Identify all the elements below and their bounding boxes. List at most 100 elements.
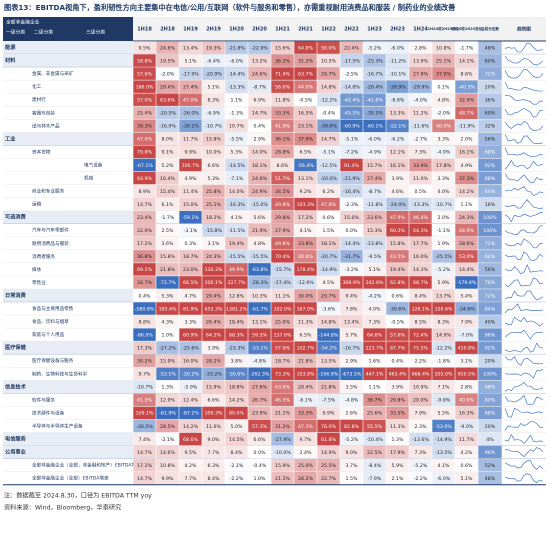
cell-value: 4.5% bbox=[323, 280, 335, 286]
cell-value: 14.4% bbox=[459, 267, 474, 273]
heat-cell bbox=[409, 93, 432, 106]
cell-value: 6.5% bbox=[300, 332, 312, 338]
cell-value: 10.7% bbox=[229, 124, 244, 130]
cell-value: 8.9% bbox=[139, 189, 151, 195]
cell-value: 5.3% bbox=[231, 150, 243, 156]
heat-cell bbox=[340, 341, 363, 354]
sparkline bbox=[504, 460, 544, 471]
percentile-cell bbox=[478, 315, 502, 328]
cell-value: 23.9% bbox=[252, 411, 267, 417]
heat-cell bbox=[202, 432, 225, 446]
heat-cell bbox=[294, 276, 317, 289]
cell-value: 23.0% bbox=[183, 267, 198, 273]
percentile-value: 32% bbox=[485, 124, 496, 130]
cell-value: 75.5% bbox=[413, 345, 428, 351]
heat-cell bbox=[179, 458, 202, 472]
heat-cell bbox=[202, 354, 225, 367]
cell-value: 49.8% bbox=[275, 241, 290, 247]
sparkline bbox=[504, 186, 544, 197]
heat-cell bbox=[317, 224, 340, 237]
cell-value: 109.3% bbox=[205, 411, 223, 417]
heat-cell bbox=[386, 250, 409, 263]
row-label: 医疗保健 bbox=[5, 343, 27, 351]
heat-cell bbox=[432, 289, 455, 302]
heat-cell bbox=[455, 171, 478, 185]
heat-cell bbox=[340, 119, 363, 133]
cell-value: -9.0% bbox=[460, 424, 474, 430]
heat-cell bbox=[179, 315, 202, 328]
percentile-cell bbox=[478, 197, 502, 211]
heat-cell bbox=[271, 171, 294, 185]
cell-value: 20.4% bbox=[298, 385, 313, 391]
heat-cell bbox=[386, 445, 409, 459]
heat-cell bbox=[455, 197, 478, 211]
sparkline bbox=[504, 238, 544, 249]
cell-value: 5.6% bbox=[254, 215, 266, 221]
heat-cell bbox=[386, 210, 409, 224]
cell-value: -196.8% bbox=[319, 372, 339, 378]
cell-value: -14.9% bbox=[320, 267, 337, 273]
cell-value: 10.3% bbox=[252, 293, 267, 299]
heat-cell bbox=[294, 289, 317, 302]
cell-value: 14.7% bbox=[252, 111, 267, 117]
heat-cell bbox=[432, 302, 455, 315]
heat-cell bbox=[455, 184, 478, 198]
heat-cell bbox=[156, 367, 179, 380]
heat-cell bbox=[317, 132, 340, 146]
percentile-cell bbox=[478, 302, 502, 315]
cell-value: 91.4% bbox=[344, 163, 359, 169]
heat-cell bbox=[386, 145, 409, 159]
heat-cell bbox=[271, 367, 294, 380]
heat-cell bbox=[363, 210, 386, 224]
heat-cell bbox=[409, 210, 432, 224]
cell-value: 70.4% bbox=[275, 254, 290, 260]
heat-cell bbox=[363, 93, 386, 106]
cell-value: 103.8% bbox=[297, 372, 315, 378]
cell-value: 137.6% bbox=[274, 332, 292, 338]
row-label: 可选消费 bbox=[5, 213, 27, 221]
heat-cell bbox=[271, 341, 294, 354]
heat-cell bbox=[363, 250, 386, 263]
heat-cell bbox=[386, 432, 409, 446]
group-band bbox=[3, 132, 133, 146]
heat-cell bbox=[271, 276, 294, 289]
percentile-value: 36% bbox=[485, 98, 496, 104]
heat-cell bbox=[363, 341, 386, 354]
cell-value: 195.4% bbox=[159, 306, 177, 312]
sparkline bbox=[504, 342, 544, 353]
cell-value: 11.3% bbox=[390, 424, 405, 430]
cell-value: 8.6% bbox=[461, 71, 473, 77]
row-label: 食品、饮料与烟草 bbox=[32, 318, 69, 325]
heat-cell bbox=[409, 276, 432, 289]
heat-cell bbox=[317, 41, 340, 54]
heat-cell bbox=[432, 210, 455, 224]
heat-cell bbox=[386, 54, 409, 67]
heat-cell bbox=[133, 315, 156, 328]
cell-value: -13.6% bbox=[412, 437, 429, 443]
cell-value: 26.7% bbox=[252, 398, 267, 404]
heat-cell bbox=[432, 145, 455, 159]
heat-cell bbox=[133, 445, 156, 459]
cell-value: 5.1% bbox=[461, 476, 473, 482]
heat-cell bbox=[432, 458, 455, 472]
heat-cell bbox=[386, 93, 409, 106]
cell-value: 205.0% bbox=[435, 372, 453, 378]
heat-cell bbox=[432, 263, 455, 276]
heat-cell bbox=[317, 354, 340, 367]
heat-cell bbox=[179, 354, 202, 367]
heat-cell bbox=[363, 171, 386, 185]
heat-cell bbox=[455, 276, 478, 289]
heat-cell bbox=[202, 458, 225, 472]
cell-value: 8.4% bbox=[415, 293, 427, 299]
cell-value: 15.0% bbox=[344, 215, 359, 221]
sparkline bbox=[504, 303, 544, 314]
heat-cell bbox=[317, 328, 340, 341]
percentile-value: 100% bbox=[483, 228, 497, 234]
cell-value: -2.5% bbox=[345, 71, 359, 77]
cell-value: 14.5% bbox=[229, 437, 244, 443]
cell-value: 19.3% bbox=[206, 45, 221, 51]
cell-value: -6.9% bbox=[207, 111, 221, 117]
percentile-cell bbox=[478, 119, 502, 133]
heat-cell bbox=[294, 354, 317, 367]
header-label: 全部非金融企业 bbox=[6, 19, 40, 26]
